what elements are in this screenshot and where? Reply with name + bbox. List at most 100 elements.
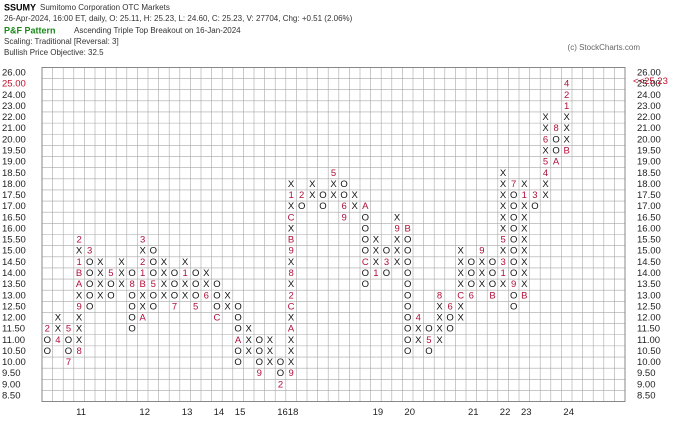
x-box: X [521, 179, 528, 190]
y-tick-label-right: 9.00 [637, 379, 656, 390]
month-marker: 8 [76, 346, 81, 357]
x-box: X [97, 279, 104, 290]
o-box: O [510, 290, 517, 301]
month-marker: A [362, 201, 369, 212]
y-tick-label-right: 10.50 [637, 346, 661, 357]
y-tick-label-right: 13.00 [637, 290, 661, 301]
o-box: O [404, 313, 411, 324]
month-marker: 2 [45, 324, 50, 335]
month-marker: 5 [66, 324, 71, 335]
x-box: X [436, 313, 443, 324]
y-tick-label-right: 19.00 [637, 157, 661, 168]
x-box: X [182, 290, 189, 301]
x-box: X [542, 123, 549, 134]
x-box: X [352, 201, 359, 212]
year-label: 18 [288, 407, 299, 418]
month-marker: 9 [479, 246, 484, 257]
y-tick-label: 15.50 [2, 235, 26, 246]
o-box: O [404, 246, 411, 257]
x-box: X [288, 223, 295, 234]
o-box: O [171, 268, 178, 279]
x-box: X [521, 268, 528, 279]
y-tick-label-right: 10.00 [637, 357, 661, 368]
o-box: O [468, 257, 475, 268]
o-box: O [213, 290, 220, 301]
month-marker: 6 [204, 290, 209, 301]
o-box: O [404, 324, 411, 335]
o-box: O [404, 335, 411, 346]
o-box: O [234, 324, 241, 335]
o-box: O [234, 346, 241, 357]
y-tick-label: 17.50 [2, 190, 26, 201]
y-tick-label: 13.50 [2, 279, 26, 290]
objective: Bullish Price Objective: 32.5 [4, 48, 104, 57]
o-box: O [489, 268, 496, 279]
y-tick-label: 14.00 [2, 268, 26, 279]
o-box: O [404, 257, 411, 268]
y-tick-label-right: 12.50 [637, 301, 661, 312]
y-tick-label-right: 18.50 [637, 168, 661, 179]
x-box: X [394, 246, 401, 257]
o-box: O [256, 357, 263, 368]
x-box: X [373, 257, 380, 268]
x-box: X [288, 179, 295, 190]
month-marker: 2 [140, 257, 145, 268]
o-box: O [319, 201, 326, 212]
month-marker: A [235, 335, 242, 346]
month-marker: 9 [288, 368, 293, 379]
x-box: X [479, 257, 486, 268]
x-box: X [330, 190, 337, 201]
month-marker: 1 [500, 268, 505, 279]
o-box: O [86, 268, 93, 279]
o-box: O [65, 346, 72, 357]
x-box: X [267, 357, 274, 368]
o-box: O [340, 179, 347, 190]
x-box: X [479, 279, 486, 290]
month-marker: 9 [288, 246, 293, 257]
x-box: X [267, 346, 274, 357]
x-box: X [76, 335, 83, 346]
month-marker: 9 [511, 279, 516, 290]
year-label: 21 [468, 407, 479, 418]
quote-line: 26-Apr-2024, 16:00 ET, daily, O: 25.11, … [4, 14, 353, 23]
o-box: O [298, 201, 305, 212]
x-box: X [97, 268, 104, 279]
x-box: X [394, 257, 401, 268]
x-box: X [203, 279, 210, 290]
x-box: X [161, 257, 168, 268]
month-marker: A [288, 324, 295, 335]
x-box: X [161, 279, 168, 290]
y-tick-label: 21.00 [2, 123, 26, 134]
year-label: 15 [235, 407, 246, 418]
o-box: O [86, 257, 93, 268]
x-box: X [500, 168, 507, 179]
o-box: O [510, 235, 517, 246]
year-label: 19 [373, 407, 384, 418]
o-box: O [362, 235, 369, 246]
x-box: X [500, 279, 507, 290]
x-box: X [309, 190, 316, 201]
month-marker: 3 [500, 257, 505, 268]
y-tick-label-right: 19.50 [637, 145, 661, 156]
y-tick-label: 9.00 [2, 379, 21, 390]
x-box: X [373, 235, 380, 246]
x-box: X [288, 346, 295, 357]
x-box: X [542, 179, 549, 190]
year-label: 12 [139, 407, 150, 418]
o-box: O [107, 279, 114, 290]
x-box: X [500, 190, 507, 201]
month-marker: 4 [416, 313, 421, 324]
x-box: X [542, 145, 549, 156]
y-tick-label: 11.50 [2, 324, 25, 335]
x-box: X [288, 201, 295, 212]
month-marker: B [405, 223, 411, 234]
x-box: X [267, 335, 274, 346]
year-label: 23 [521, 407, 532, 418]
o-box: O [128, 290, 135, 301]
o-box: O [510, 246, 517, 257]
month-marker: 6 [543, 134, 548, 145]
o-box: O [277, 368, 284, 379]
month-marker: 5 [543, 157, 548, 168]
x-box: X [288, 279, 295, 290]
o-box: O [44, 346, 51, 357]
